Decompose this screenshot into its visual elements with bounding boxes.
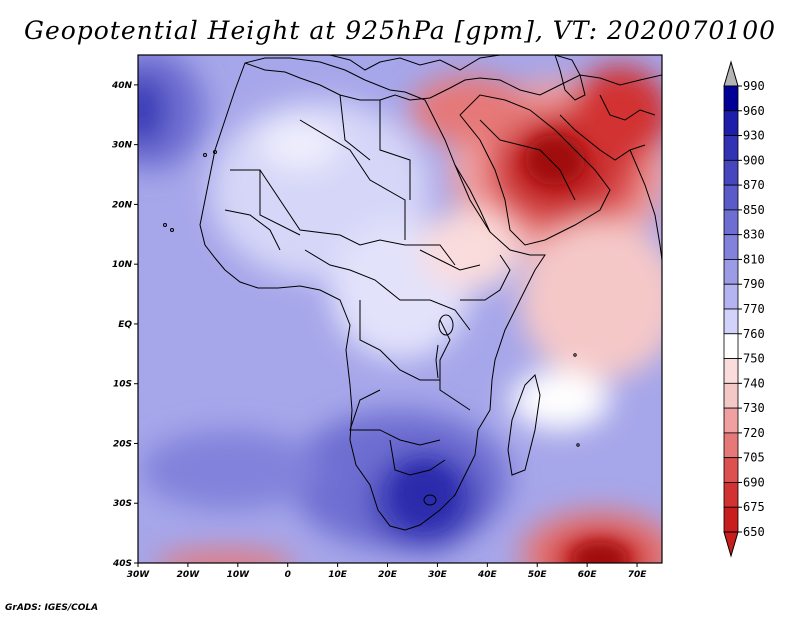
lon-tick-label: 10E: [328, 570, 348, 580]
lon-tick-label: 0: [285, 570, 291, 580]
grads-credit: GrADS: IGES/COLA: [5, 603, 99, 613]
colorbar-box: [723, 382, 739, 409]
colorbar-label: 960: [743, 104, 765, 118]
colorbar-box: [723, 184, 739, 211]
lon-tick-label: 20W: [177, 570, 201, 580]
colorbar-label: 675: [743, 500, 765, 514]
colorbar-label: 930: [743, 129, 765, 143]
lat-tick-label: 40N: [111, 81, 133, 91]
colorbar-box: [723, 333, 739, 359]
lat-tick-label: EQ: [118, 320, 132, 330]
plot-frame: [137, 54, 663, 564]
colorbar-box: [723, 209, 739, 236]
colorbar-box: [723, 358, 739, 384]
colorbar-bottom-arrow: [723, 531, 739, 558]
colorbar-box: [723, 135, 739, 161]
lat-tick-label: 20S: [113, 439, 132, 449]
colorbar-label: 705: [743, 451, 765, 465]
colorbar-label: 770: [743, 302, 765, 316]
colorbar-box: [723, 110, 739, 136]
colorbar-label: 810: [743, 252, 765, 266]
colorbar-box: [723, 432, 739, 459]
colorbar-box: [723, 457, 739, 483]
colorbar-label: 900: [743, 153, 765, 167]
lat-tick-label: 10N: [112, 260, 133, 270]
lat-axis: 40N 30N 20N 10N EQ 10S 20S 30S 40S: [111, 81, 138, 569]
colorbar-label: 790: [743, 277, 765, 291]
colorbar-label: 830: [743, 228, 765, 242]
lon-tick-label: 10W: [227, 570, 251, 580]
coastlines: [163, 55, 662, 531]
colorbar-box: [723, 85, 739, 112]
lon-tick-label: 30E: [428, 570, 448, 580]
colorbar-box: [723, 308, 739, 335]
colorbar-label: 760: [743, 327, 765, 341]
colorbar-box: [723, 259, 739, 285]
colorbar-label: 850: [743, 203, 765, 217]
height-field: [138, 55, 662, 563]
colorbar-label: 690: [743, 475, 765, 489]
lon-axis: 30W 20W 10W 0 10E 20E 30E 40E 50E 60E 70E: [127, 563, 647, 580]
colorbar-label: 740: [743, 376, 765, 390]
map-title: Geopotential Height at 925hPa [gpm], VT:…: [23, 16, 777, 45]
colorbar-label: 720: [743, 426, 765, 440]
lat-tick-label: 40S: [112, 559, 132, 569]
colorbar-label: 730: [743, 401, 765, 415]
colorbar-box: [723, 283, 739, 310]
lon-tick-label: 30W: [127, 570, 151, 580]
colorbar-label: 870: [743, 178, 765, 192]
lat-tick-label: 20N: [112, 200, 133, 210]
colorbar-box: [723, 234, 739, 260]
lat-tick-label: 30S: [113, 499, 132, 509]
lon-tick-label: 50E: [528, 570, 548, 580]
colorbar-box: [723, 159, 739, 186]
colorbar-box: [723, 482, 739, 508]
lon-tick-label: 70E: [628, 570, 648, 580]
colorbar: 990 960 930 900 870 850 830 810 790 770 760 750 740 7…: [723, 60, 765, 558]
lon-tick-label: 20E: [378, 570, 398, 580]
lon-tick-label: 60E: [578, 570, 598, 580]
colorbar-top-arrow: [723, 60, 739, 87]
colorbar-box: [723, 407, 739, 434]
colorbar-label: 650: [743, 525, 765, 539]
lon-tick-label: 40E: [477, 570, 498, 580]
colorbar-box: [723, 506, 739, 533]
colorbar-label: 750: [743, 352, 765, 366]
lat-tick-label: 30N: [112, 141, 133, 151]
lat-tick-label: 10S: [113, 380, 132, 390]
colorbar-label: 990: [743, 79, 765, 93]
